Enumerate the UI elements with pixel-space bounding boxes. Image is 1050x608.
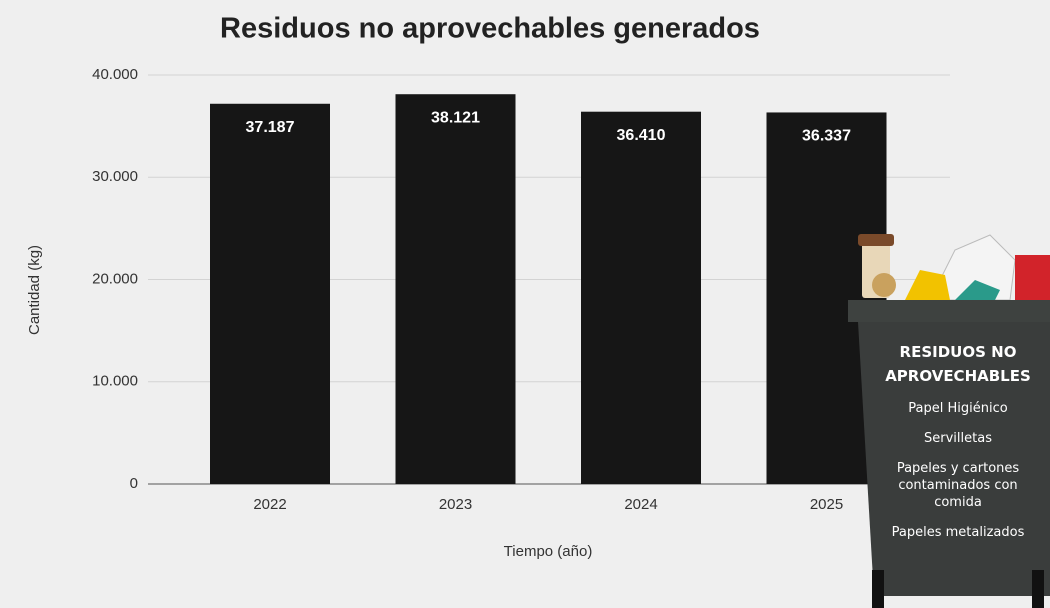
box (1015, 255, 1050, 300)
x-tick-label: 2025 (810, 496, 843, 513)
bin-wheel (872, 570, 884, 608)
y-tick-label: 40.000 (92, 66, 138, 83)
bar (210, 103, 330, 484)
x-axis-title: Tiempo (año) (504, 543, 593, 560)
bin-items: Papel Higiénico Servilletas Papeles y cart… (892, 401, 1025, 540)
x-tick-label: 2023 (439, 496, 472, 513)
wrapper (955, 280, 1000, 300)
value-label: 37.187 (246, 119, 295, 136)
bin-item: Papeles y cartones contaminados con comida (897, 461, 1020, 510)
x-tick-label: 2024 (624, 496, 657, 513)
wrapper (905, 270, 950, 300)
cup-logo (872, 273, 896, 297)
y-tick-label: 10.000 (92, 373, 138, 390)
bin-lid (848, 300, 1050, 322)
bin-item: Papeles metalizados (892, 525, 1025, 540)
value-label: 36.410 (617, 127, 666, 144)
chart-title: Residuos no aprovechables generados (220, 13, 760, 45)
x-tick-label: 2022 (253, 496, 286, 513)
value-label: 36.337 (802, 128, 851, 145)
y-tick-label: 0 (130, 475, 138, 492)
cup-lid (858, 234, 894, 246)
bin-item: Servilletas (924, 431, 992, 446)
bin-body (858, 322, 1050, 596)
y-axis-title: Cantidad (kg) (26, 245, 43, 335)
bar (581, 111, 701, 484)
plot-area: 0 10.000 20.000 30.000 40.000 37.187 2022 38.12… (92, 66, 950, 513)
trash-bin: RESIDUOS NO APROVECHABLES Papel Higiénico… (848, 234, 1050, 608)
y-tick-label: 30.000 (92, 168, 138, 185)
y-tick-label: 20.000 (92, 270, 138, 287)
bin-item: Papel Higiénico (908, 401, 1007, 416)
bin-wheel (1032, 570, 1044, 608)
bar (395, 94, 516, 485)
bin-title: RESIDUOS NO APROVECHABLES (885, 343, 1031, 385)
value-label: 38.121 (431, 109, 480, 126)
